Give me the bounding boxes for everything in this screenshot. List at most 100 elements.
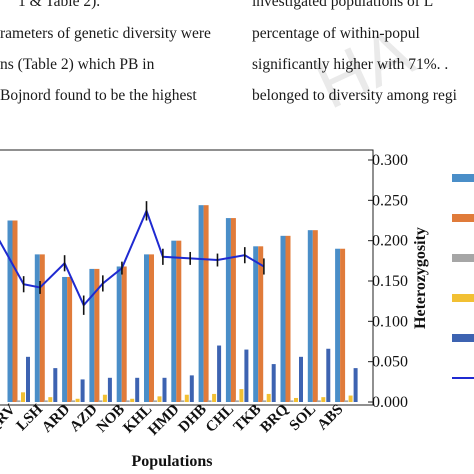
y-axis-title: Heterozygosity bbox=[412, 227, 429, 329]
legend-swatch bbox=[452, 214, 474, 222]
bar bbox=[62, 276, 68, 402]
legend-swatch bbox=[452, 294, 474, 302]
x-tick-label: LSH bbox=[14, 401, 47, 434]
y-tick-label: 0.050 bbox=[372, 354, 408, 371]
bar bbox=[189, 375, 194, 402]
bar bbox=[53, 368, 58, 402]
bar bbox=[307, 230, 313, 402]
bar bbox=[80, 379, 85, 402]
bar bbox=[102, 394, 107, 402]
x-tick-label: CHL bbox=[203, 402, 237, 436]
bar bbox=[353, 368, 358, 402]
bar bbox=[258, 246, 264, 402]
bar bbox=[162, 377, 167, 402]
bar bbox=[285, 235, 291, 402]
bar bbox=[16, 400, 21, 402]
x-axis-title: Populations bbox=[132, 453, 213, 470]
y-tick-label: 0.200 bbox=[372, 233, 408, 250]
bar bbox=[280, 235, 286, 402]
bar bbox=[344, 400, 349, 402]
bar bbox=[289, 400, 294, 402]
bar bbox=[176, 240, 182, 402]
bar bbox=[107, 377, 112, 402]
bar bbox=[171, 240, 177, 402]
bar bbox=[48, 397, 53, 402]
bar bbox=[149, 254, 154, 402]
bar bbox=[157, 396, 162, 402]
bar bbox=[321, 397, 326, 402]
x-tick-label: DHB bbox=[176, 402, 210, 436]
bar bbox=[244, 349, 249, 402]
bar bbox=[271, 364, 276, 402]
y-tick-label: 0.300 bbox=[372, 152, 408, 169]
x-tick-label: TKB bbox=[231, 402, 265, 436]
y-tick-label: 0.100 bbox=[372, 313, 408, 330]
bar bbox=[239, 389, 244, 402]
bar bbox=[335, 248, 341, 402]
bar bbox=[71, 400, 76, 402]
bar bbox=[21, 392, 25, 402]
legend-swatch bbox=[452, 334, 474, 342]
plot-frame bbox=[0, 149, 374, 406]
bar bbox=[203, 205, 209, 402]
bar bbox=[144, 254, 149, 402]
watermark: HA bbox=[303, 12, 424, 124]
bar bbox=[340, 248, 346, 402]
y-tick-label: 0.150 bbox=[372, 273, 408, 290]
x-tick-label: AZD bbox=[67, 401, 101, 435]
y-axis: 0.000 0.050 0.100 0.150 0.200 0.250 0.300 bbox=[368, 152, 408, 411]
bar bbox=[326, 348, 331, 402]
text-line: 1 & Table 2). bbox=[18, 0, 101, 10]
y-tick-label: 0.000 bbox=[372, 394, 408, 411]
bar bbox=[262, 400, 267, 402]
y-tick-label: 0.250 bbox=[372, 192, 408, 209]
x-tick-label: ARD bbox=[39, 401, 73, 435]
bar bbox=[121, 266, 127, 402]
bar bbox=[299, 356, 303, 402]
text-line: ns (Table 2) which PB in bbox=[0, 56, 155, 73]
bar bbox=[266, 393, 271, 402]
bar bbox=[26, 356, 30, 402]
bar bbox=[94, 268, 100, 402]
bar bbox=[39, 254, 45, 402]
legend-swatch bbox=[452, 174, 474, 182]
bar bbox=[98, 400, 103, 402]
bar bbox=[230, 218, 236, 402]
x-tick-label: BRQ bbox=[258, 401, 293, 436]
text-line: percentage of within-popul bbox=[252, 25, 420, 42]
legend bbox=[452, 174, 474, 379]
bars-layer bbox=[7, 205, 358, 402]
text-line: significantly higher with 71%. . bbox=[252, 56, 449, 73]
x-tick-label: ABS bbox=[314, 402, 346, 434]
bar bbox=[116, 266, 122, 402]
text-line: investigated populations of L bbox=[252, 0, 434, 10]
bar bbox=[316, 400, 321, 402]
text-line: rameters of genetic diversity were bbox=[0, 25, 211, 42]
bar bbox=[312, 230, 318, 402]
x-tick-label: QRV bbox=[0, 401, 19, 436]
bar bbox=[212, 393, 217, 402]
bar bbox=[225, 218, 231, 402]
text-line: belonged to diversity among regi bbox=[252, 87, 457, 104]
bar bbox=[207, 400, 212, 402]
x-tick-label: SOL bbox=[287, 402, 320, 435]
text-line: Bojnord found to be the highest bbox=[0, 87, 197, 104]
bar bbox=[125, 400, 130, 402]
bar bbox=[153, 400, 157, 402]
bar bbox=[180, 400, 185, 402]
x-tick-label: NOB bbox=[94, 402, 128, 436]
legend-swatch bbox=[452, 254, 474, 262]
bar bbox=[67, 276, 73, 402]
bar bbox=[234, 400, 239, 402]
x-tick-label: HMD bbox=[145, 401, 182, 438]
bar bbox=[89, 268, 95, 402]
bar bbox=[7, 220, 13, 402]
bar bbox=[348, 395, 353, 402]
bar bbox=[217, 345, 222, 402]
bar bbox=[12, 220, 18, 402]
bar bbox=[34, 254, 40, 402]
bar bbox=[130, 398, 135, 402]
bar bbox=[198, 205, 204, 402]
